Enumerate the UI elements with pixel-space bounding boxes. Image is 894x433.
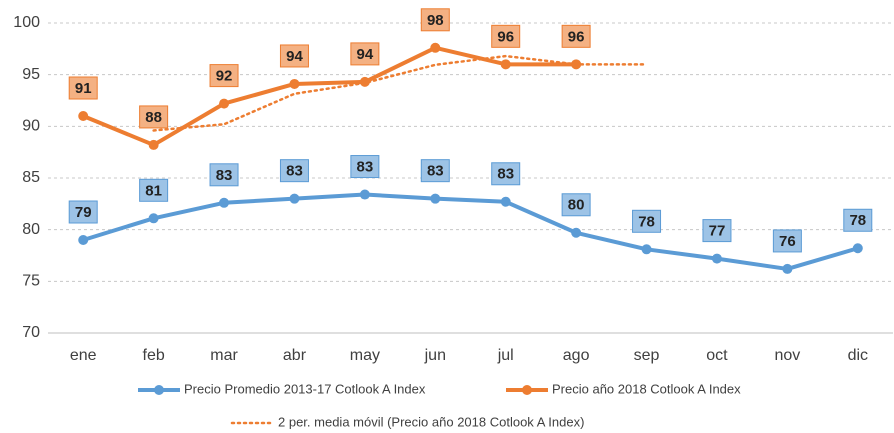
point xyxy=(78,111,89,121)
data-label-box xyxy=(279,159,309,183)
data-label-box xyxy=(702,219,732,243)
point xyxy=(571,227,582,238)
data-label: 83 xyxy=(427,163,444,180)
point xyxy=(571,59,582,70)
point xyxy=(219,197,230,208)
x-tick-label: oct xyxy=(706,347,728,364)
data-label: 76 xyxy=(779,233,796,250)
data-label: 83 xyxy=(216,167,233,184)
y-tick-label: 80 xyxy=(22,221,40,238)
point xyxy=(430,193,441,204)
data-label-box xyxy=(209,163,239,187)
x-tick-label: jul xyxy=(497,347,514,364)
point xyxy=(500,59,511,70)
y-tick-label: 95 xyxy=(22,66,40,83)
point xyxy=(219,98,230,109)
point xyxy=(148,213,159,224)
point xyxy=(289,193,300,204)
x-tick-label: nov xyxy=(774,347,800,364)
data-label-box xyxy=(420,8,450,32)
point xyxy=(359,76,370,87)
data-label-box xyxy=(350,42,380,66)
x-tick-label: abr xyxy=(283,347,307,364)
data-label-box xyxy=(68,200,98,224)
x-tick-label: feb xyxy=(143,347,165,364)
data-label: 78 xyxy=(638,213,655,230)
point xyxy=(641,244,652,255)
data-label-box xyxy=(772,229,802,253)
point xyxy=(148,139,159,150)
data-label: 80 xyxy=(568,197,585,214)
data-label-box xyxy=(561,193,591,217)
data-label: 81 xyxy=(145,182,162,199)
point xyxy=(78,235,89,245)
data-label: 96 xyxy=(568,28,585,45)
data-label-box xyxy=(632,209,662,233)
data-label-box xyxy=(561,24,591,48)
legend-label: Precio Promedio 2013-17 Cotlook A Index xyxy=(184,381,426,396)
x-tick-label: ene xyxy=(70,347,97,364)
data-label: 77 xyxy=(709,223,726,240)
series-line xyxy=(82,192,859,271)
data-label-box xyxy=(420,159,450,183)
x-tick-label: may xyxy=(350,347,380,364)
data-label-box xyxy=(843,208,873,232)
data-label: 83 xyxy=(357,159,374,176)
data-label-box xyxy=(68,76,98,100)
point xyxy=(782,263,793,274)
data-label: 94 xyxy=(286,48,303,65)
x-tick-label: mar xyxy=(210,347,238,364)
x-tick-label: jun xyxy=(424,347,446,364)
data-label: 91 xyxy=(75,80,92,97)
y-tick-label: 90 xyxy=(22,118,40,135)
legend-label: 2 per. media móvil (Precio año 2018 Cotl… xyxy=(278,414,584,429)
data-label-box xyxy=(139,105,169,129)
data-label-box xyxy=(491,24,521,48)
series-line xyxy=(82,45,577,147)
point xyxy=(430,42,441,53)
point xyxy=(852,243,863,254)
point xyxy=(711,253,722,264)
data-label: 79 xyxy=(75,204,92,221)
legend-label: Precio año 2018 Cotlook A Index xyxy=(552,381,741,396)
data-label: 94 xyxy=(357,46,374,63)
data-label: 98 xyxy=(427,12,444,29)
legend-marker xyxy=(154,385,164,395)
data-label: 92 xyxy=(216,68,233,85)
y-tick-label: 85 xyxy=(22,169,40,186)
data-label: 83 xyxy=(286,163,303,180)
data-label: 83 xyxy=(497,166,514,183)
data-label-box xyxy=(209,64,239,88)
x-tick-label: dic xyxy=(848,347,868,364)
data-label-box xyxy=(139,178,169,202)
y-tick-label: 70 xyxy=(22,324,40,341)
data-label: 78 xyxy=(849,212,866,229)
data-label-box xyxy=(491,162,521,186)
x-tick-label: sep xyxy=(634,347,660,364)
data-label-box xyxy=(350,155,380,179)
point xyxy=(500,196,511,207)
data-label-box xyxy=(279,44,309,68)
data-label: 88 xyxy=(145,109,162,126)
y-tick-label: 75 xyxy=(22,273,40,290)
x-tick-label: ago xyxy=(563,347,590,364)
legend-marker xyxy=(522,385,532,395)
point xyxy=(289,78,300,89)
data-label: 96 xyxy=(497,28,514,45)
y-tick-label: 100 xyxy=(13,14,40,31)
point xyxy=(359,189,370,200)
